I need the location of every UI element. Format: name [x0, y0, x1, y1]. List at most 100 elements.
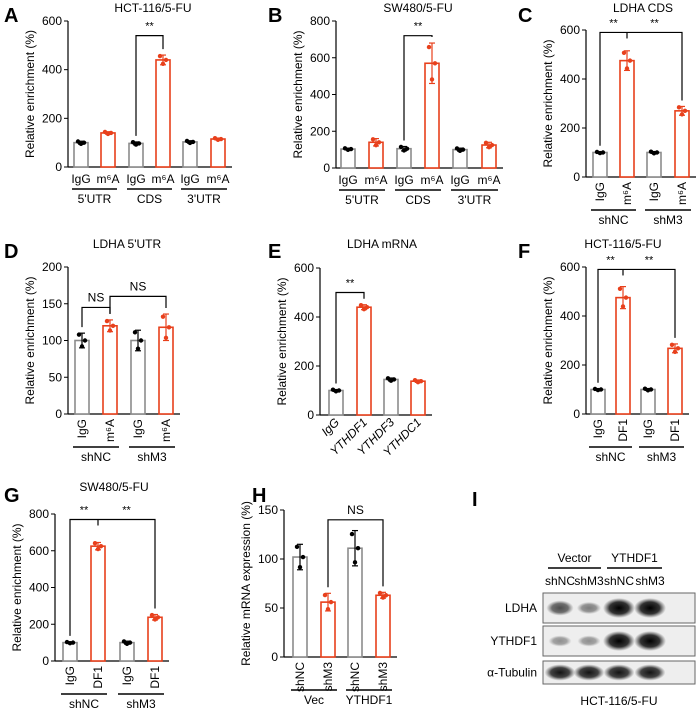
significance-bracket — [597, 268, 676, 383]
significance-label: NS — [130, 279, 147, 293]
data-point — [104, 318, 110, 324]
data-point — [620, 304, 626, 309]
group-label: shNC — [598, 213, 628, 227]
data-point — [355, 546, 361, 551]
bar — [74, 339, 90, 415]
data-point — [160, 314, 166, 319]
y-tick-label: 150 — [42, 297, 62, 311]
group-label: shM3 — [126, 697, 156, 711]
x-tick-label: IgG — [126, 172, 145, 186]
y-tick-label: 400 — [310, 88, 330, 102]
y-tick-label: 400 — [294, 310, 314, 324]
blot-band — [634, 598, 666, 618]
data-point — [136, 141, 142, 146]
chart-title: SW480/5-FU — [79, 480, 148, 494]
blot-band — [634, 631, 666, 651]
significance-label: ** — [606, 254, 615, 266]
panel-letter: E — [268, 241, 281, 263]
y-tick-label: 0 — [55, 407, 62, 421]
x-tick-label: IgG — [131, 419, 145, 438]
blot-caption: HCT-116/5-FU — [580, 694, 657, 708]
y-axis-label: Relative enrichment (%) — [23, 276, 37, 404]
chart-panel-a: A HCT-116/5-FU 0 200 400 600 Relative enrichme… — [4, 1, 232, 206]
data-point — [328, 599, 334, 605]
data-point — [364, 305, 370, 310]
y-tick-label: 200 — [42, 111, 62, 125]
data-point — [676, 105, 682, 110]
chart-panel-c: C LDHA CDS 0 200 400 600 Relative enrichment (… — [518, 1, 696, 227]
significance-label: ** — [346, 278, 355, 290]
y-tick-label: 0 — [573, 170, 580, 184]
data-point — [398, 144, 404, 150]
significance-bracket — [69, 518, 156, 636]
x-tick-label: m⁶A — [365, 173, 388, 187]
data-point — [404, 146, 410, 151]
significance-bracket — [327, 519, 384, 588]
group-label: shM3 — [653, 213, 683, 227]
group-label: 5'UTR — [345, 193, 379, 207]
data-point — [429, 77, 435, 82]
blot-lane-label: shM3 — [635, 574, 665, 588]
data-point — [377, 590, 383, 596]
blot-band — [548, 635, 572, 647]
bar — [615, 296, 631, 415]
bar — [210, 138, 226, 168]
data-point — [160, 61, 166, 67]
blot-band — [546, 600, 574, 616]
significance-label: ** — [645, 254, 654, 266]
data-point — [376, 140, 382, 145]
data-point — [621, 50, 627, 55]
data-point — [70, 640, 76, 645]
y-tick-label: 0 — [55, 160, 62, 174]
data-point — [682, 108, 688, 114]
data-point — [135, 346, 141, 351]
x-tick-label: DF1 — [91, 666, 105, 689]
bar — [90, 545, 106, 662]
y-axis-label: Relative enrichment (%) — [10, 523, 24, 651]
data-point — [190, 139, 196, 145]
data-point — [76, 332, 82, 337]
x-tick-label: shM3 — [321, 662, 335, 692]
data-point — [110, 323, 116, 328]
chart-title: LDHA 5'UTR — [93, 237, 162, 251]
data-point — [426, 44, 432, 50]
significance-label: ** — [414, 21, 423, 33]
significance-bracket — [109, 295, 167, 314]
bar — [619, 59, 635, 178]
y-axis-label: Relative enrichment (%) — [23, 30, 37, 158]
y-tick-label: 200 — [29, 617, 49, 631]
data-point — [348, 146, 354, 152]
chart-panel-h: H 0 50 100 150 Relative mRNA expression (%) sh… — [239, 485, 397, 707]
blot-band — [603, 631, 635, 651]
chart-panel-b: B SW480/5-FU 0 200 400 600 800 Relative enrichm… — [268, 1, 503, 207]
y-tick-label: 800 — [29, 507, 49, 521]
blot-band — [603, 664, 635, 681]
group-label: shNC — [69, 697, 99, 711]
bar — [182, 141, 198, 168]
group-label: CDS — [137, 192, 162, 206]
data-point — [130, 140, 136, 145]
data-point — [624, 66, 630, 71]
bar — [410, 380, 426, 416]
y-tick-label: 200 — [310, 124, 330, 138]
significance-bracket — [81, 306, 111, 328]
x-tick-label: m⁶A — [421, 173, 444, 187]
data-point — [391, 377, 397, 382]
x-tick-label: m⁶A — [152, 172, 175, 186]
data-point — [489, 142, 495, 148]
data-point — [349, 531, 355, 537]
data-point — [669, 342, 675, 348]
bar — [674, 110, 690, 178]
y-tick-label: 0 — [573, 407, 580, 421]
data-point — [107, 328, 113, 333]
significance-label: NS — [347, 503, 364, 517]
blot-lane-label: shNC — [604, 574, 634, 588]
group-label: YTHDF1 — [346, 693, 393, 707]
data-point — [294, 544, 300, 550]
bar — [73, 141, 89, 168]
blot-band — [634, 664, 666, 681]
panel-letter: D — [4, 241, 18, 263]
data-point — [460, 147, 466, 152]
y-axis-label: Relative enrichment (%) — [291, 30, 305, 158]
